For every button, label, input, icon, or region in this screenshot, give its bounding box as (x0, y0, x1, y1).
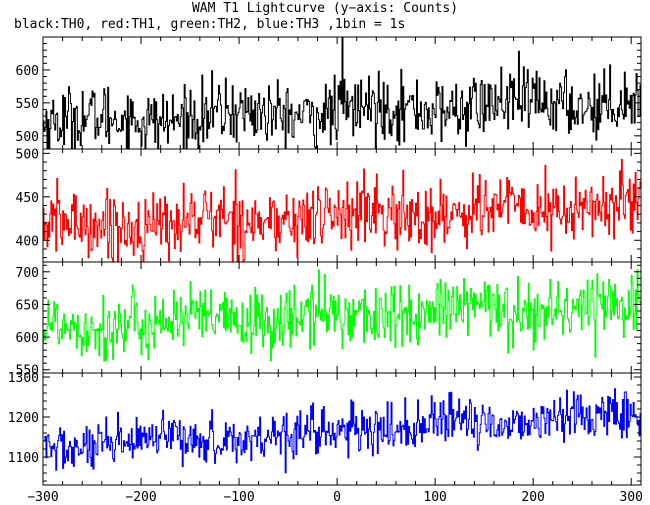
y-tick-label: 500 (16, 147, 39, 162)
panel-frame (42, 372, 642, 486)
panel-th1: 400 450 500 (16, 147, 642, 263)
panel-th2: 550 600 650 700 (16, 261, 642, 379)
y-tick-label: 1100 (8, 451, 39, 466)
chart-title: WAM T1 Lightcurve (y−axis: Counts) (191, 1, 459, 16)
x-tick-label: −100 (223, 490, 254, 505)
x-tick-label: −200 (125, 490, 156, 505)
series-line-th2 (43, 269, 641, 362)
y-tick-label: 600 (16, 331, 39, 346)
y-tick-label: 500 (16, 130, 39, 145)
y-tick-label: 1200 (8, 411, 39, 426)
y-tick-label: 400 (16, 234, 39, 249)
y-tick-label: 700 (16, 266, 39, 281)
x-axis: −300 −200 −100 0 100 200 300 (27, 490, 643, 505)
y-tick-label: 1300 (8, 371, 39, 386)
series-line-th0 (43, 37, 641, 149)
y-tick-label: 650 (16, 298, 39, 313)
x-tick-label: −300 (27, 490, 58, 505)
series-line-th1 (43, 158, 641, 262)
y-tick-label: 550 (16, 97, 39, 112)
chart-subtitle: black:TH0, red:TH1, green:TH2, blue:TH3 … (14, 17, 406, 32)
y-tick-label: 550 (16, 364, 39, 379)
panel-th3: 1100 1200 1300 (8, 371, 642, 486)
series-line-th3 (43, 388, 641, 474)
x-tick-label: 0 (333, 490, 341, 505)
panels-group: 500 550 600 400 450 500 550 600 650 700 1100 1200 13… (8, 36, 642, 486)
x-tick-label: 300 (619, 490, 642, 505)
y-tick-label: 450 (16, 191, 39, 206)
x-tick-label: 200 (521, 490, 544, 505)
y-tick-label: 600 (16, 64, 39, 79)
x-tick-label: 100 (423, 490, 446, 505)
panel-th0: 500 550 600 (16, 36, 642, 150)
